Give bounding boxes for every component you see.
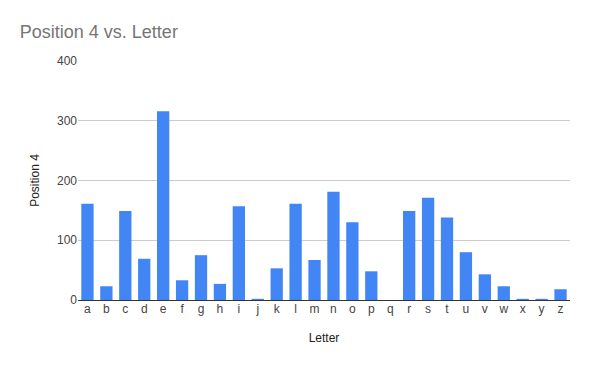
svg-text:r: r: [407, 302, 411, 316]
svg-text:c: c: [122, 302, 128, 316]
svg-text:l: l: [294, 302, 297, 316]
svg-text:0: 0: [70, 293, 77, 307]
svg-text:h: h: [217, 302, 224, 316]
svg-text:f: f: [180, 302, 184, 316]
svg-text:Position 4 vs. Letter: Position 4 vs. Letter: [20, 22, 178, 42]
svg-text:200: 200: [57, 174, 77, 188]
svg-text:d: d: [141, 302, 148, 316]
svg-text:i: i: [238, 302, 241, 316]
svg-text:u: u: [463, 302, 470, 316]
svg-text:n: n: [330, 302, 337, 316]
svg-text:a: a: [84, 302, 91, 316]
svg-text:o: o: [349, 302, 356, 316]
svg-text:e: e: [160, 302, 167, 316]
svg-text:j: j: [255, 302, 259, 316]
svg-text:m: m: [310, 302, 320, 316]
svg-text:Letter: Letter: [309, 331, 340, 345]
svg-text:w: w: [498, 302, 508, 316]
svg-text:y: y: [539, 302, 545, 316]
svg-text:k: k: [274, 302, 281, 316]
svg-text:v: v: [482, 302, 488, 316]
svg-text:100: 100: [57, 233, 77, 247]
svg-text:s: s: [425, 302, 431, 316]
svg-text:z: z: [558, 302, 564, 316]
svg-text:b: b: [103, 302, 110, 316]
svg-text:q: q: [387, 302, 394, 316]
svg-text:t: t: [445, 302, 449, 316]
svg-text:g: g: [198, 302, 205, 316]
svg-text:x: x: [520, 302, 526, 316]
svg-text:p: p: [368, 302, 375, 316]
svg-text:300: 300: [57, 114, 77, 128]
svg-text:Position 4: Position 4: [28, 154, 42, 207]
svg-text:400: 400: [57, 54, 77, 68]
